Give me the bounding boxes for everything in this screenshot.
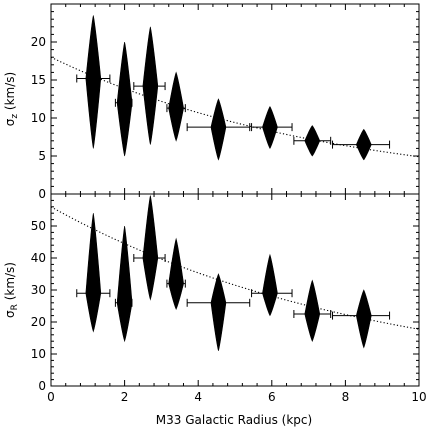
y-tick-label: 10 [31, 111, 46, 125]
x-axis-title: M33 Galactic Radius (kpc) [156, 413, 312, 427]
y-tick-label: 0 [38, 187, 46, 201]
violin-mark [116, 41, 133, 157]
y-axis-title-sub: R [10, 304, 20, 310]
y-tick-label: 0 [38, 379, 46, 393]
violin-mark [85, 213, 102, 333]
violin-mark [168, 71, 184, 142]
violin-mark [210, 273, 227, 351]
plot-frame [50, 3, 420, 195]
x-tick-label: 6 [268, 390, 276, 404]
violin-mark [356, 289, 372, 349]
y-axis-title: σR (km/s) [3, 262, 20, 318]
y-tick-label: 20 [31, 35, 46, 49]
y-axis-title-sub: z [10, 114, 20, 119]
violin-mark [85, 15, 102, 149]
y-tick-label: 20 [31, 315, 46, 329]
x-tick-label: 4 [194, 390, 202, 404]
y-tick-label: 10 [31, 347, 46, 361]
y-axis-title-unit: (km/s) [3, 262, 17, 304]
y-tick-label: 15 [31, 73, 46, 87]
y-tick-label: 40 [31, 251, 46, 265]
violin-mark [304, 279, 321, 342]
violin-mark [262, 253, 278, 317]
y-axis-title-main: σ [3, 310, 17, 318]
y-axis-title-unit: (km/s) [3, 72, 17, 114]
y-axis-title-main: σ [3, 118, 17, 126]
x-tick-label: 10 [411, 390, 426, 404]
violin-mark [116, 225, 133, 343]
x-tick-label: 2 [121, 390, 129, 404]
top-panel: 0 5 10 15 20 σz (km/s) [3, 3, 420, 201]
x-tick-label: 8 [342, 390, 350, 404]
violin-mark [210, 98, 227, 161]
violin-mark [168, 237, 184, 310]
bottom-panel: 0 10 20 30 40 50 0 2 4 6 8 10 σR (km/s) [3, 193, 427, 404]
y-tick-label: 5 [38, 149, 46, 163]
y-tick-label: 50 [31, 219, 46, 233]
x-tick-label: 0 [47, 390, 55, 404]
y-axis-title: σz (km/s) [3, 72, 20, 126]
y-tick-label: 30 [31, 283, 46, 297]
violin-mark [142, 195, 159, 301]
